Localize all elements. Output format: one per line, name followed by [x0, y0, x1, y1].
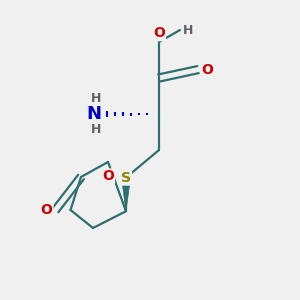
- Text: O: O: [153, 26, 165, 40]
- Text: O: O: [201, 63, 213, 76]
- Text: O: O: [102, 169, 114, 184]
- Text: S: S: [121, 171, 131, 184]
- Text: H: H: [91, 92, 102, 105]
- Text: H: H: [183, 23, 194, 37]
- Text: H: H: [91, 123, 102, 136]
- Text: O: O: [40, 203, 52, 217]
- Polygon shape: [122, 178, 130, 211]
- Text: N: N: [87, 105, 102, 123]
